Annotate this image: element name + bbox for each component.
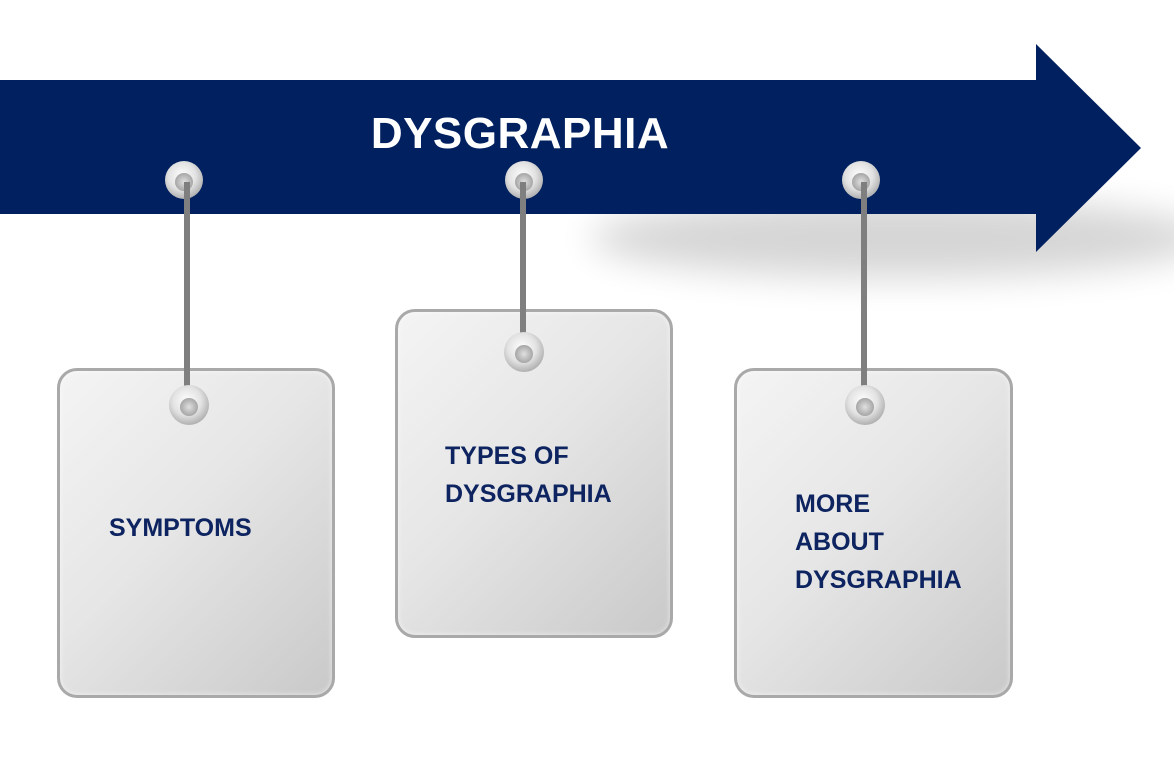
tag-label-line: SYMPTOMS [109,514,252,542]
tag-label-types: TYPES OF DYSGRAPHIA [445,437,612,513]
tag-label-more-about: MORE ABOUT DYSGRAPHIA [795,485,962,599]
tag-label-line: DYSGRAPHIA [445,480,612,508]
arrow-shape [0,44,1141,252]
tag-label-line: MORE [795,490,870,518]
tag-card-types[interactable]: TYPES OF DYSGRAPHIA [395,309,673,638]
tag-label-line: TYPES OF [445,442,569,470]
diagram-title: DYSGRAPHIA [370,109,670,158]
tag-label-symptoms: SYMPTOMS [109,509,252,547]
arrow-shadow [590,198,1174,278]
tag-card-more-about[interactable]: MORE ABOUT DYSGRAPHIA [734,368,1013,698]
tag-label-line: DYSGRAPHIA [795,566,962,594]
tag-card-symptoms[interactable]: SYMPTOMS [57,368,335,698]
tag-label-line: ABOUT [795,528,884,556]
